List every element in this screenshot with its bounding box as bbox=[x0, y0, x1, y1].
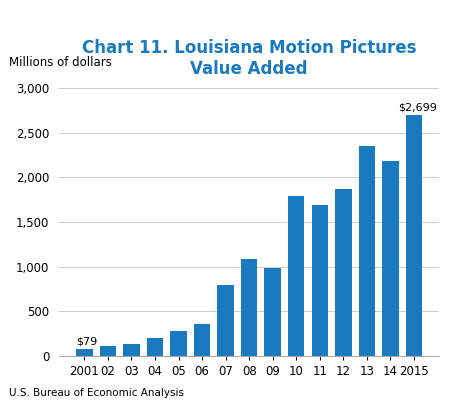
Bar bbox=[76, 349, 93, 356]
Bar bbox=[288, 196, 304, 356]
Title: Chart 11. Louisiana Motion Pictures
Value Added: Chart 11. Louisiana Motion Pictures Valu… bbox=[82, 39, 416, 78]
Text: Millions of dollars: Millions of dollars bbox=[10, 56, 112, 69]
Bar bbox=[147, 338, 163, 356]
Bar bbox=[335, 189, 352, 356]
Bar bbox=[359, 146, 375, 356]
Bar bbox=[265, 268, 281, 356]
Bar bbox=[100, 346, 116, 356]
Bar bbox=[217, 284, 234, 356]
Bar bbox=[123, 344, 140, 356]
Bar bbox=[405, 115, 422, 356]
Bar bbox=[194, 324, 210, 356]
Bar bbox=[382, 161, 399, 356]
Text: $2,699: $2,699 bbox=[398, 102, 437, 112]
Bar bbox=[312, 205, 328, 356]
Text: $79: $79 bbox=[76, 336, 97, 346]
Bar bbox=[170, 331, 187, 356]
Bar bbox=[241, 259, 257, 356]
Text: U.S. Bureau of Economic Analysis: U.S. Bureau of Economic Analysis bbox=[9, 388, 184, 398]
